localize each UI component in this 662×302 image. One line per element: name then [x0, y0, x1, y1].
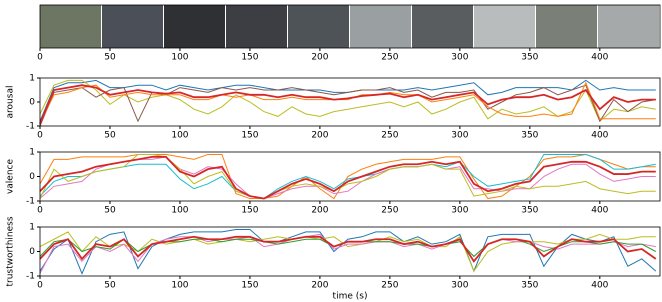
video-frame: [288, 5, 349, 48]
x-tick-label: 0: [37, 206, 43, 216]
x-tick-label: 250: [381, 53, 398, 63]
x-tick-label: 250: [381, 206, 398, 216]
series-line: [40, 157, 656, 199]
video-frame: [102, 5, 163, 48]
y-axis-label: trustworthiness: [6, 216, 16, 286]
x-tick-label: 350: [521, 53, 538, 63]
x-tick-label: 50: [104, 53, 116, 63]
video-frame: [226, 5, 287, 48]
video-frame: [412, 5, 473, 48]
x-tick-label: 400: [591, 53, 608, 63]
x-tick-label: 350: [521, 131, 538, 141]
x-tick-label: 150: [241, 281, 258, 291]
x-tick-label: 150: [241, 53, 258, 63]
video-frame: [474, 5, 535, 48]
x-tick-label: 200: [311, 206, 328, 216]
x-tick-label: 400: [591, 206, 608, 216]
x-tick-label: 400: [591, 281, 608, 291]
chart: 050100150200250300350400-101arousal05010…: [0, 0, 662, 302]
x-tick-label: 100: [171, 206, 188, 216]
video-frame: [536, 5, 597, 48]
x-tick-label: 0: [37, 281, 43, 291]
video-frame: [40, 5, 101, 48]
x-tick-label: 150: [241, 131, 258, 141]
y-tick-label: -1: [26, 197, 35, 207]
x-tick-label: 300: [451, 131, 468, 141]
axes-frame: [40, 78, 660, 126]
x-tick-label: 100: [171, 281, 188, 291]
x-tick-label: 300: [451, 281, 468, 291]
x-tick-label: 200: [311, 281, 328, 291]
y-tick-label: 0: [29, 98, 35, 108]
x-tick-label: 150: [241, 206, 258, 216]
y-tick-label: 0: [29, 172, 35, 182]
series-line: [40, 85, 656, 123]
x-tick-label: 300: [451, 53, 468, 63]
y-axis-label: arousal: [6, 86, 16, 119]
x-tick-label: 50: [104, 206, 116, 216]
x-tick-label: 300: [451, 206, 468, 216]
y-tick-label: 1: [29, 223, 35, 233]
x-tick-label: 200: [311, 53, 328, 63]
series-line: [40, 234, 656, 273]
x-tick-label: 0: [37, 53, 43, 63]
y-tick-label: 1: [29, 74, 35, 84]
x-tick-label: 350: [521, 281, 538, 291]
y-tick-label: 1: [29, 148, 35, 158]
video-frame: [164, 5, 225, 48]
x-tick-label: 400: [591, 131, 608, 141]
x-tick-label: 100: [171, 53, 188, 63]
series-line: [40, 229, 656, 273]
page: 050100150200250300350400-101arousal05010…: [0, 0, 662, 302]
y-tick-label: -1: [26, 122, 35, 132]
series-line: [40, 237, 656, 261]
x-tick-label: 50: [104, 281, 116, 291]
x-tick-label: 250: [381, 281, 398, 291]
y-axis-label: valence: [6, 159, 16, 195]
x-axis-label: time (s): [333, 292, 368, 302]
x-tick-label: 100: [171, 131, 188, 141]
y-tick-label: 0: [29, 247, 35, 257]
video-frame: [350, 5, 411, 48]
series-line: [40, 232, 656, 271]
x-tick-label: 350: [521, 206, 538, 216]
x-tick-label: 50: [104, 131, 116, 141]
y-tick-label: -1: [26, 272, 35, 282]
x-tick-label: 0: [37, 131, 43, 141]
video-frame: [598, 5, 659, 48]
x-tick-label: 200: [311, 131, 328, 141]
x-tick-label: 250: [381, 131, 398, 141]
